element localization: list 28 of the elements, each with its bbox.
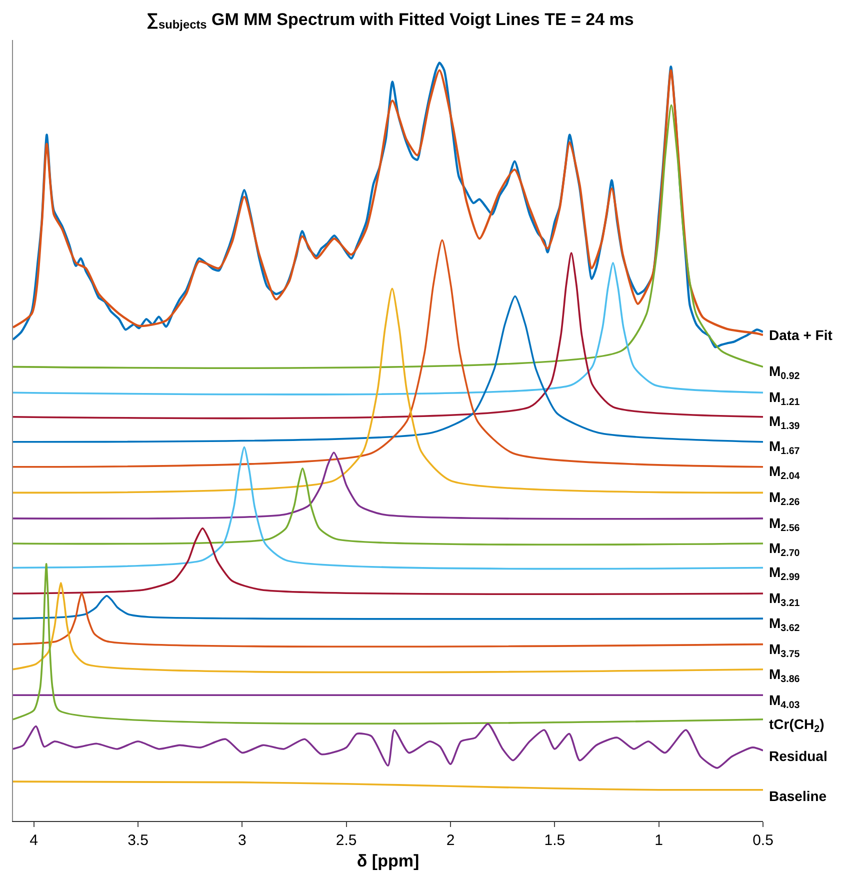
series-label: Residual <box>769 748 828 764</box>
series-label: M$_{2.56}$ <box>769 515 800 534</box>
series-label: M$_{1.21}$ <box>769 389 800 408</box>
series-label: M$_{0.92}$ <box>769 363 800 382</box>
series-label: M$_{4.03}$ <box>769 692 800 711</box>
x-tick-label: 2 <box>446 832 455 849</box>
series-label: M$_{2.04}$ <box>769 463 800 482</box>
series-label: M$_{2.26}$ <box>769 489 800 508</box>
annotation: Data + Fit <box>769 327 833 343</box>
x-tick-label: 1 <box>654 832 663 849</box>
x-tick-label: 3.5 <box>128 832 148 849</box>
x-tick-label: 1.5 <box>544 832 566 849</box>
series-label: M$_{2.99}$ <box>769 564 800 583</box>
series-label: M$_{3.21}$ <box>769 590 800 609</box>
x-axis-title: δ [ppm] <box>356 851 420 870</box>
series-label: M$_{2.70}$ <box>769 540 800 559</box>
series-label: M$_{1.67}$ <box>769 438 800 457</box>
series-label: M$_{3.75}$ <box>769 641 800 660</box>
x-tick-label: 2.5 <box>336 832 357 849</box>
series-label: M$_{3.86}$ <box>769 666 800 685</box>
x-tick-label: 3 <box>238 832 246 849</box>
series-label: tCr(CH$_{2}$) <box>769 716 824 735</box>
series-label: M$_{1.39}$ <box>769 413 800 432</box>
x-tick-label: 4 <box>30 832 38 849</box>
chart-title: ∑$_{subjects}$ GM MM Spectrum with Fitted Voigt Lines TE = 24 ms <box>146 10 634 32</box>
series-label: M$_{3.62}$ <box>769 615 800 634</box>
x-tick-label: 0.5 <box>752 832 774 849</box>
series-label: Baseline <box>769 788 827 804</box>
